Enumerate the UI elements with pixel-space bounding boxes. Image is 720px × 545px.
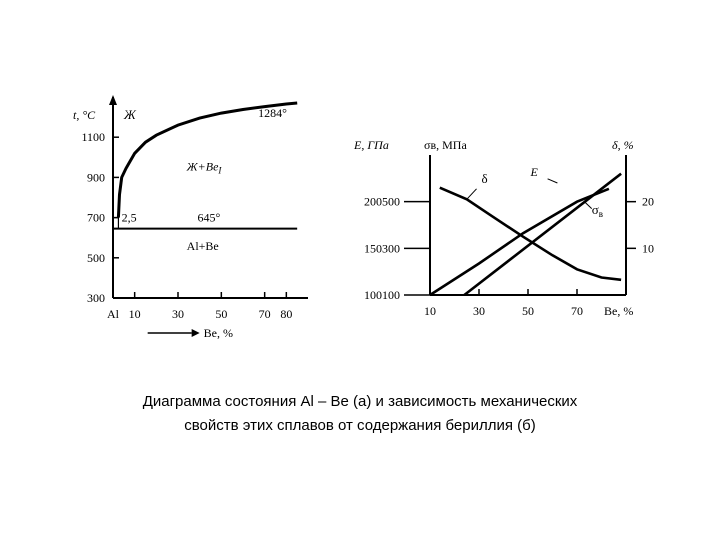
y-tick-label: 900 — [87, 170, 105, 184]
x-tick-label: 70 — [259, 307, 271, 321]
x-tick-label: 50 — [522, 304, 534, 318]
label-liquid-be: Ж+BeI — [186, 159, 223, 175]
y-axis-title: t, °C — [73, 108, 96, 122]
label-temp-1284: 1284° — [258, 106, 287, 120]
label-solid: Al+Be — [187, 239, 219, 253]
e-tick-label: 200 — [364, 195, 382, 209]
label-liquid: Ж — [123, 107, 137, 122]
delta-tick-label: 10 — [642, 241, 654, 255]
sigma-axis-title: σв, МПа — [424, 138, 467, 152]
x-tick-label: 30 — [473, 304, 485, 318]
liquidus-line — [116, 101, 298, 218]
series-label-delta: δ — [481, 171, 487, 186]
x-axis-title: Be, % — [604, 304, 633, 318]
phase-diagram-chart: 300 500 700 900 1100 Al 10 30 50 70 80 t, °C Be, % Ж 1… — [73, 95, 308, 340]
y-axis-arrow — [109, 95, 117, 105]
y-tick-label: 300 — [87, 291, 105, 305]
x-tick-label: 70 — [571, 304, 583, 318]
x-tick-label: 80 — [280, 307, 292, 321]
x-axis-title: Be, % — [204, 326, 233, 340]
e-tick-label: 150 — [364, 241, 382, 255]
series-line-sigma — [429, 187, 610, 297]
sigma-tick-label: 300 — [382, 241, 400, 255]
x-tick-label: Al — [107, 307, 120, 321]
caption-line-2: свойств этих сплавов от содержания берил… — [184, 417, 536, 434]
x-tick-label: 30 — [172, 307, 184, 321]
y-tick-label: 700 — [87, 211, 105, 225]
x-tick-label: 10 — [129, 307, 141, 321]
e-axis-title: E, ГПа — [353, 138, 389, 152]
delta-tick-label: 20 — [642, 195, 654, 209]
caption-line-1: Диаграмма состояния Al – Be (а) и зависи… — [142, 393, 578, 410]
leader-e — [547, 178, 558, 184]
sigma-tick-label: 500 — [382, 195, 400, 209]
series-line-delta — [439, 186, 622, 282]
eutectic-marker — [112, 217, 120, 230]
x-tick-label: 10 — [424, 304, 436, 318]
series-label-sigma: σв — [592, 202, 603, 219]
leader-delta — [466, 188, 477, 200]
leader-sigma — [584, 201, 593, 210]
series-label-e: E — [529, 165, 538, 179]
x-title-arrow-head — [191, 329, 200, 337]
y-tick-label: 1100 — [81, 130, 105, 144]
label-eutectic-conc: 2,5 — [122, 211, 137, 225]
label-eutectic-temp: 645° — [198, 211, 221, 225]
sigma-tick-label: 100 — [382, 288, 400, 302]
e-tick-label: 100 — [364, 288, 382, 302]
delta-axis-title: δ, % — [612, 138, 634, 152]
y-tick-label: 500 — [87, 251, 105, 265]
x-tick-label: 50 — [215, 307, 227, 321]
